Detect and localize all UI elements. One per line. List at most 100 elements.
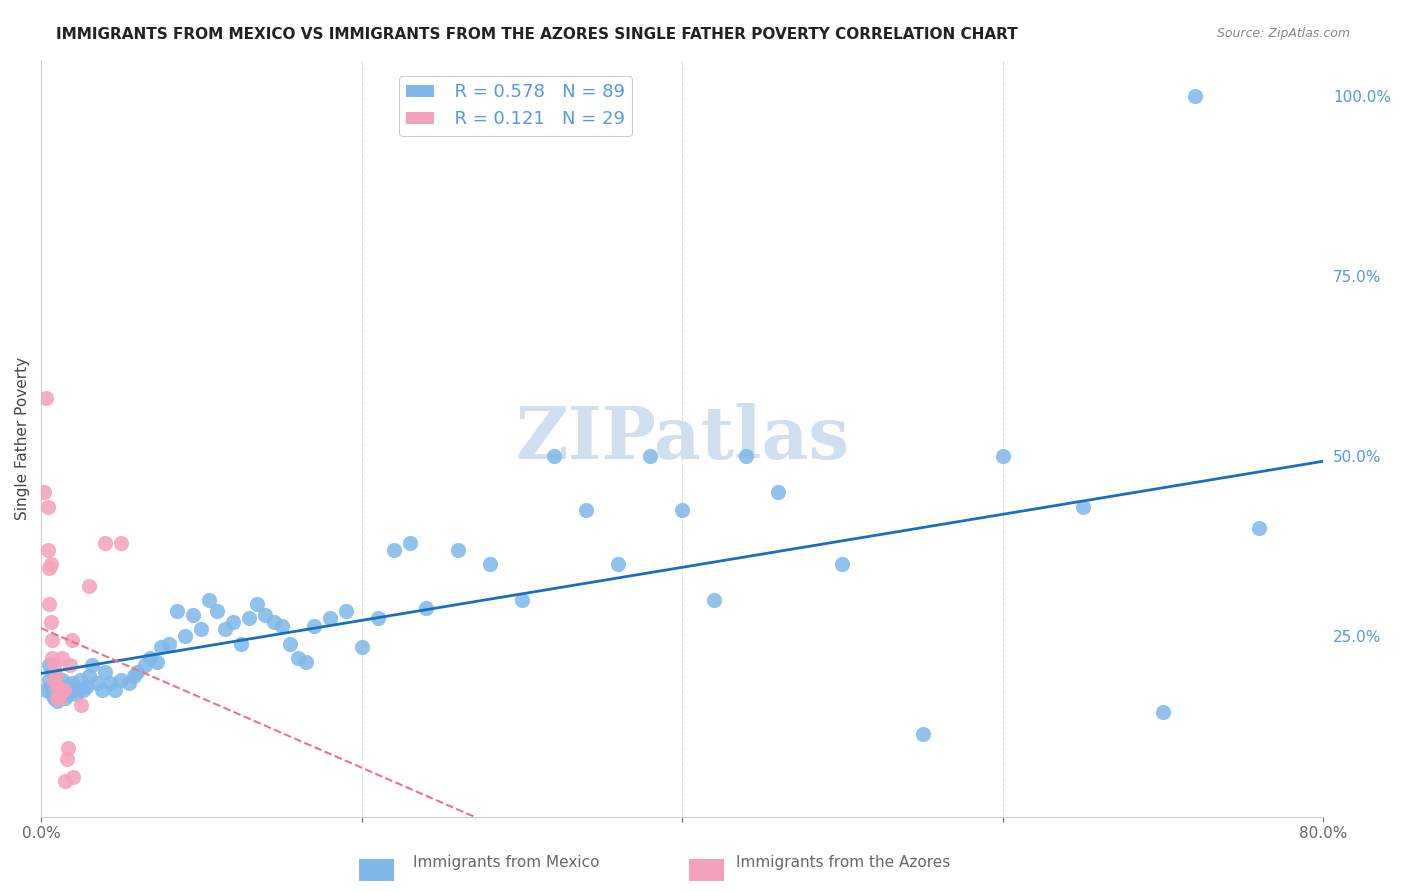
Point [350,640,373,655]
Point [52,680,75,694]
Point [46,690,69,705]
Point [38,658,60,673]
Point [35,392,58,406]
Point [44,669,66,683]
Point [703,593,725,607]
Point [318,611,340,625]
Point [35,683,58,698]
Point [72,683,94,698]
Point [671,503,693,517]
Point [98,676,121,690]
Point [39,680,62,694]
Point [91,683,114,698]
Point [104,683,127,698]
Point [51,651,73,665]
Point [42,673,65,687]
Point [77,669,100,683]
Point [86,676,108,690]
Point [207,604,229,618]
Point [263,615,285,629]
Text: Immigrants from Mexico: Immigrants from Mexico [413,855,599,870]
Point [52,683,75,698]
Point [48,680,70,694]
Point [1071,500,1094,514]
Point [62,683,84,698]
Text: Source: ZipAtlas.com: Source: ZipAtlas.com [1216,27,1350,40]
Text: IMMIGRANTS FROM MEXICO VS IMMIGRANTS FROM THE AZORES SINGLE FATHER POVERTY CORRE: IMMIGRANTS FROM MEXICO VS IMMIGRANTS FRO… [56,27,1018,42]
Point [41,687,63,701]
Point [118,676,141,690]
Point [543,449,565,463]
Point [44,687,66,701]
Point [53,773,76,788]
Point [59,658,82,673]
Point [638,449,661,463]
Point [575,503,598,517]
Point [382,542,405,557]
Point [55,687,77,701]
Point [38,561,60,575]
Point [768,485,790,500]
Point [1184,88,1206,103]
Text: Immigrants from the Azores: Immigrants from the Azores [737,855,950,870]
Point [69,673,91,687]
Point [166,604,188,618]
Point [367,611,389,625]
Point [38,673,60,687]
Text: ZIPatlas: ZIPatlas [515,402,849,474]
Point [77,579,100,593]
Point [110,673,132,687]
Point [398,535,420,549]
Point [46,694,69,708]
Point [302,618,325,632]
Point [39,558,62,572]
Point [38,597,60,611]
Point [447,542,470,557]
Point [41,651,63,665]
Point [1249,521,1271,535]
Point [37,542,59,557]
Point [174,629,197,643]
Point [42,658,65,673]
Point [75,680,97,694]
Point [335,604,357,618]
Point [246,597,269,611]
Point [122,669,145,683]
Point [911,727,934,741]
Point [44,673,66,687]
Point [37,500,59,514]
Point [831,558,853,572]
Point [278,636,301,650]
Point [1152,705,1174,719]
Point [46,680,69,694]
Point [287,651,309,665]
Point [94,535,117,549]
Point [134,658,156,673]
Point [198,593,221,607]
Point [55,752,77,766]
Point [53,690,76,705]
Point [150,640,173,655]
Point [270,618,292,632]
Point [60,632,83,647]
Point [48,690,70,705]
Point [238,611,260,625]
Point [94,665,117,680]
Point [991,449,1014,463]
Point [607,558,630,572]
Point [139,651,162,665]
Point [214,622,236,636]
Point [59,680,82,694]
Point [49,683,72,698]
Point [510,593,533,607]
Point [58,741,80,756]
Legend:   R = 0.578   N = 89,   R = 0.121   N = 29: R = 0.578 N = 89, R = 0.121 N = 29 [399,76,631,136]
Point [82,658,104,673]
Point [62,770,84,784]
Point [42,680,65,694]
Point [294,655,316,669]
Point [145,655,167,669]
Point [60,676,83,690]
Point [222,615,245,629]
Point [41,665,63,680]
